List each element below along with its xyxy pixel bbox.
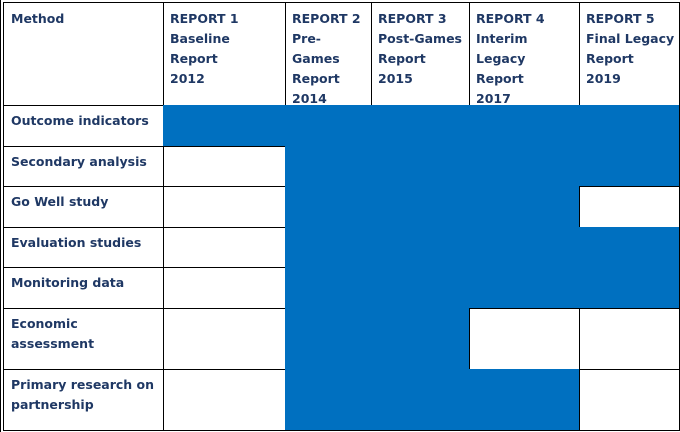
header-cell: REPORT 1 Baseline Report 2012 bbox=[163, 2, 286, 106]
filled-cell bbox=[579, 227, 680, 268]
filled-cell bbox=[285, 146, 372, 187]
filled-cell bbox=[579, 267, 680, 309]
filled-cell bbox=[285, 369, 372, 431]
row-label: Monitoring data bbox=[3, 267, 164, 309]
cell-text: Pre- bbox=[292, 31, 321, 46]
row-label: Outcome indicators bbox=[3, 105, 164, 147]
filled-cell bbox=[579, 105, 680, 147]
cell-text: 2019 bbox=[586, 71, 621, 86]
cell-text: 2014 bbox=[292, 91, 327, 106]
filled-cell bbox=[285, 267, 372, 309]
empty-cell bbox=[579, 308, 680, 370]
cell-text: Post-Games bbox=[378, 31, 462, 46]
cell-text: Economic bbox=[11, 316, 78, 331]
cell-text: REPORT 2 bbox=[292, 11, 361, 26]
filled-cell bbox=[371, 105, 470, 147]
row-label: Economic assessment bbox=[3, 308, 164, 370]
filled-cell bbox=[285, 186, 372, 228]
cell-text: Method bbox=[11, 11, 65, 26]
cell-text: Report bbox=[476, 71, 524, 86]
filled-cell bbox=[371, 146, 470, 187]
cell-text: Evaluation studies bbox=[11, 235, 142, 250]
header-cell: REPORT 3 Post-Games Report 2015 bbox=[371, 2, 470, 106]
filled-cell bbox=[469, 369, 580, 431]
cell-text: Legacy bbox=[476, 51, 526, 66]
empty-cell bbox=[469, 308, 580, 370]
cell-text: REPORT 3 bbox=[378, 11, 447, 26]
cell-text: Monitoring data bbox=[11, 275, 125, 290]
filled-cell bbox=[469, 105, 580, 147]
cell-text: Final Legacy bbox=[586, 31, 675, 46]
empty-cell bbox=[163, 186, 286, 228]
cell-text: Secondary analysis bbox=[11, 154, 147, 169]
cell-text: 2015 bbox=[378, 71, 413, 86]
filled-cell bbox=[371, 369, 470, 431]
cell-text: Report bbox=[378, 51, 426, 66]
cell-text: Baseline bbox=[170, 31, 230, 46]
cell-text: Report bbox=[170, 51, 218, 66]
cell-text: 2017 bbox=[476, 91, 511, 106]
filled-cell bbox=[285, 308, 372, 370]
cell-text: Primary research on bbox=[11, 377, 155, 392]
filled-cell bbox=[371, 186, 470, 228]
empty-cell bbox=[163, 227, 286, 268]
filled-cell bbox=[371, 308, 470, 370]
cell-text: Outcome indicators bbox=[11, 113, 149, 128]
filled-cell bbox=[469, 186, 580, 228]
empty-cell bbox=[163, 267, 286, 309]
header-cell: REPORT 5 Final Legacy Report 2019 bbox=[579, 2, 680, 106]
row-label: Evaluation studies bbox=[3, 227, 164, 268]
filled-cell bbox=[285, 227, 372, 268]
empty-cell bbox=[579, 186, 680, 228]
filled-cell bbox=[285, 105, 372, 147]
cell-text: Report bbox=[292, 71, 340, 86]
empty-cell bbox=[163, 146, 286, 187]
filled-cell bbox=[163, 105, 286, 147]
filled-cell bbox=[371, 267, 470, 309]
filled-cell bbox=[469, 146, 580, 187]
cell-text: Interim bbox=[476, 31, 528, 46]
cell-text: REPORT 1 bbox=[170, 11, 239, 26]
empty-cell bbox=[163, 308, 286, 370]
empty-cell bbox=[163, 369, 286, 431]
filled-cell bbox=[469, 227, 580, 268]
empty-cell bbox=[579, 369, 680, 431]
filled-cell bbox=[371, 227, 470, 268]
cell-text: 2012 bbox=[170, 71, 205, 86]
header-cell: Method bbox=[3, 2, 164, 106]
cell-text: Games bbox=[292, 51, 340, 66]
filled-cell bbox=[469, 267, 580, 309]
row-label: Go Well study bbox=[3, 186, 164, 228]
header-cell: REPORT 2 Pre- Games Report 2014 bbox=[285, 2, 372, 106]
row-label: Primary research on partnership bbox=[3, 369, 164, 431]
cell-text: REPORT 5 bbox=[586, 11, 655, 26]
header-cell: REPORT 4 Interim Legacy Report 2017 bbox=[469, 2, 580, 106]
cell-text: assessment bbox=[11, 336, 95, 351]
row-label: Secondary analysis bbox=[3, 146, 164, 187]
filled-cell bbox=[579, 146, 680, 187]
cell-text: partnership bbox=[11, 397, 94, 412]
cell-text: Go Well study bbox=[11, 194, 109, 209]
cell-text: REPORT 4 bbox=[476, 11, 545, 26]
cell-text: Report bbox=[586, 51, 634, 66]
